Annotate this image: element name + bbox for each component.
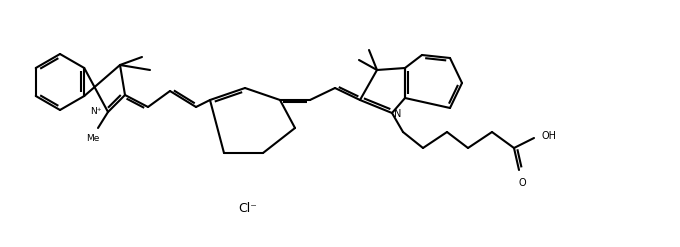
Text: OH: OH (542, 131, 557, 141)
Text: N: N (394, 109, 401, 119)
Text: Cl⁻: Cl⁻ (239, 202, 258, 214)
Text: N⁺: N⁺ (90, 106, 102, 116)
Text: Me: Me (86, 134, 100, 143)
Text: O: O (518, 178, 526, 188)
